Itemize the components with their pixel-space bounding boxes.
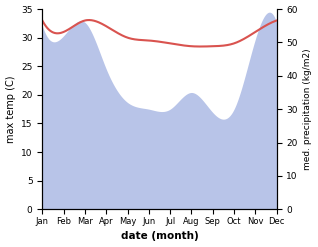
Y-axis label: max temp (C): max temp (C) bbox=[5, 75, 16, 143]
Y-axis label: med. precipitation (kg/m2): med. precipitation (kg/m2) bbox=[303, 48, 313, 170]
X-axis label: date (month): date (month) bbox=[121, 231, 198, 242]
